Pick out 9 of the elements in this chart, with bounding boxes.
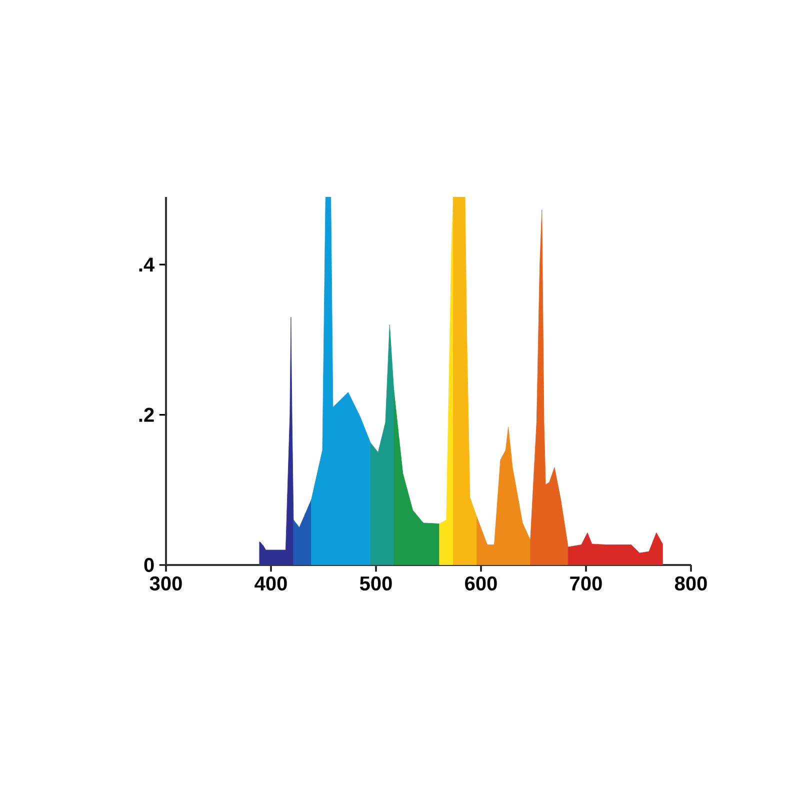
- x-tick-label: 500: [360, 576, 392, 591]
- y-tick-label: .4: [139, 258, 155, 272]
- x-tick-label: 600: [465, 576, 497, 591]
- y-tick-label: .2: [139, 408, 154, 422]
- x-tick-label: 400: [254, 576, 287, 591]
- y-tick-label: 0: [144, 558, 154, 572]
- x-tick-label: 300: [150, 576, 182, 591]
- x-tick-label: 800: [674, 576, 707, 591]
- x-tick-label: 700: [570, 576, 602, 591]
